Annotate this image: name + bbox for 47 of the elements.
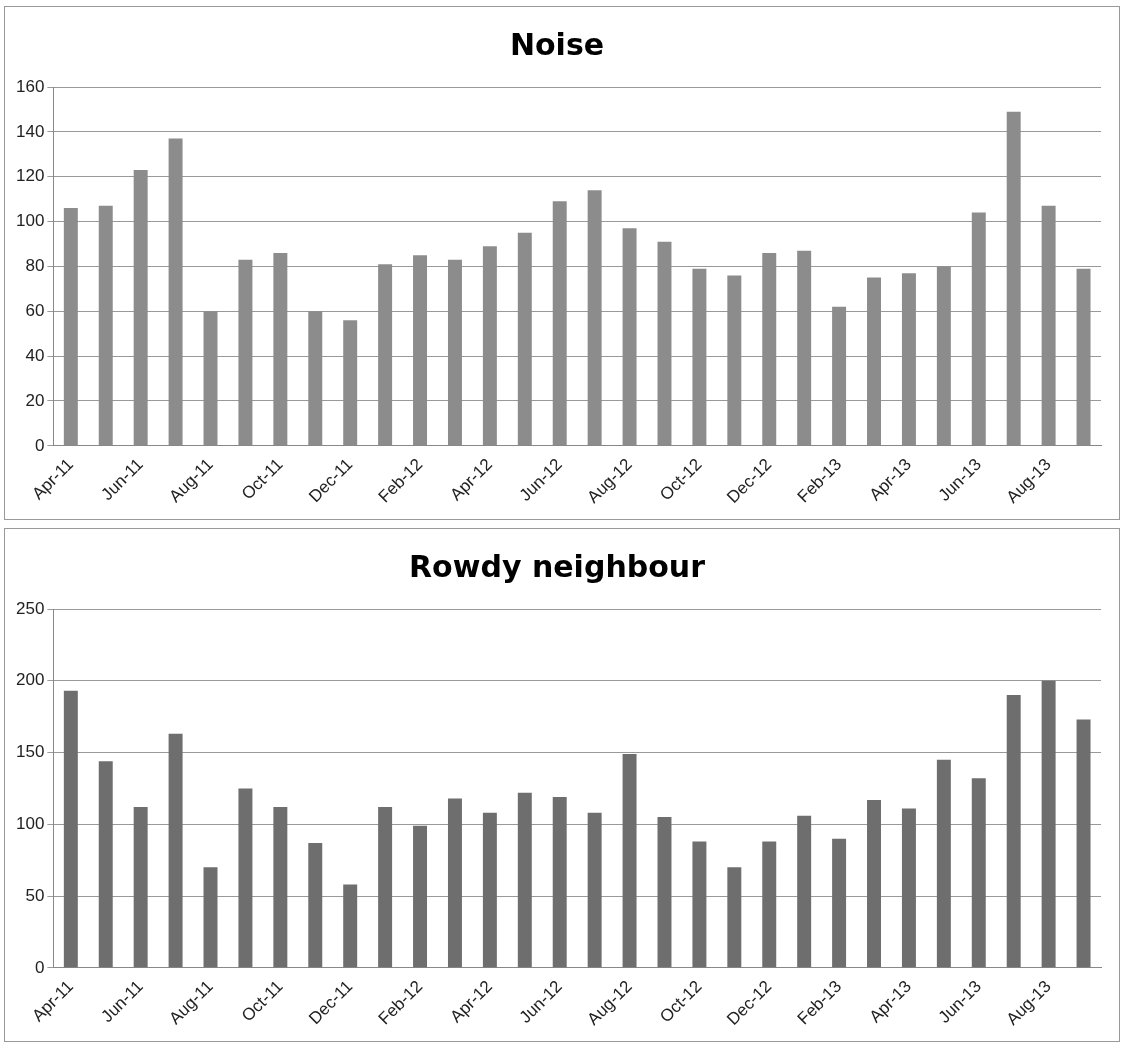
chart-title: Noise: [509, 26, 605, 62]
bar: [587, 812, 602, 968]
y-tick-label: 150: [15, 742, 45, 762]
bar: [482, 812, 497, 968]
bar: [413, 825, 428, 968]
bar: [343, 884, 358, 968]
bar: [1076, 719, 1091, 968]
bar: [378, 807, 393, 968]
bar: [832, 838, 847, 968]
bar: [203, 867, 218, 968]
bar: [1041, 680, 1056, 968]
bar: [867, 799, 881, 968]
bar: [63, 690, 78, 968]
bar: [552, 797, 567, 968]
y-tick-label: 140: [15, 121, 45, 141]
y-tick-label: 80: [25, 256, 45, 276]
bar: [168, 733, 183, 968]
y-tick-label: 0: [34, 435, 45, 455]
y-tick-label: 100: [15, 211, 45, 231]
bar: [1006, 695, 1021, 968]
bar: [692, 841, 707, 968]
y-tick-label: 50: [25, 885, 45, 905]
y-tick-label: 40: [25, 345, 45, 365]
bar: [238, 788, 253, 968]
bar: [622, 753, 637, 968]
bar: [971, 778, 986, 968]
y-tick-label: 20: [25, 390, 45, 410]
y-tick-label: 120: [15, 166, 45, 186]
y-tick-label: 200: [15, 670, 45, 690]
bar: [762, 841, 777, 968]
bar: [517, 792, 532, 968]
y-tick-label: 0: [34, 957, 45, 977]
bar: [447, 798, 462, 968]
y-tick-label: 60: [25, 300, 45, 320]
bar: [936, 759, 951, 968]
y-tick-label: 100: [15, 813, 45, 833]
bar: [98, 761, 113, 968]
bar: [308, 842, 323, 968]
bar: [797, 815, 812, 968]
bar: [727, 867, 742, 968]
bar: [273, 807, 288, 968]
y-tick-label: 250: [15, 598, 45, 618]
bar: [657, 817, 672, 968]
bar: [901, 808, 916, 968]
chart-title: Rowdy neighbour: [409, 548, 706, 584]
bar: [133, 807, 148, 968]
y-tick-label: 160: [15, 76, 45, 96]
